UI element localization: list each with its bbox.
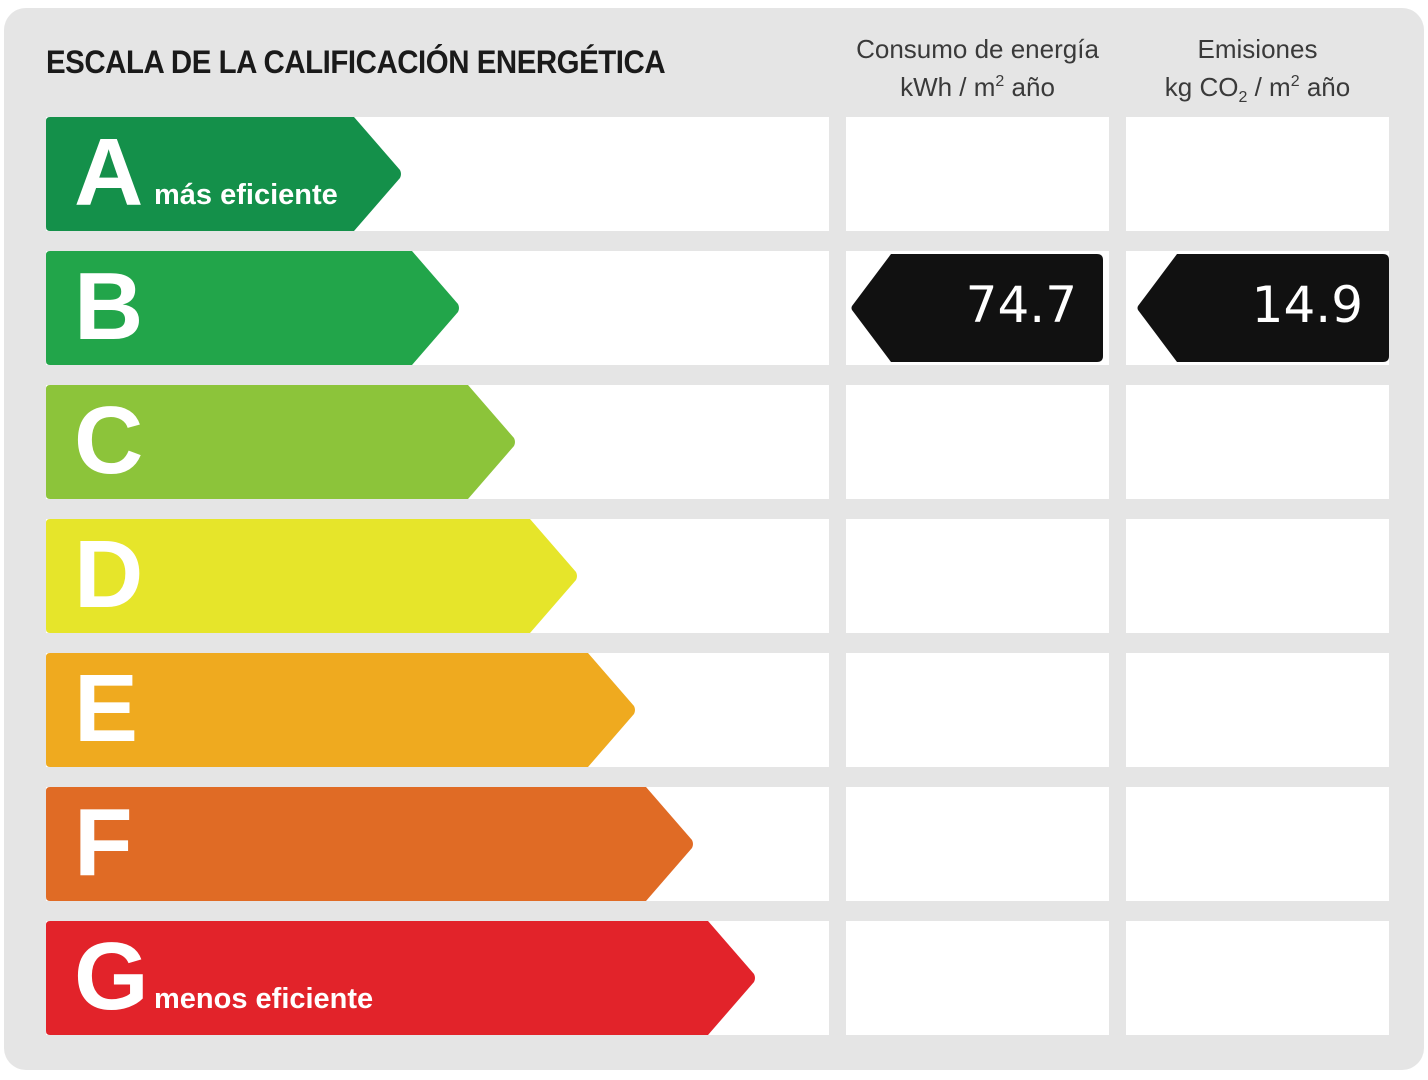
emissions-cell-c (1126, 385, 1389, 499)
energy-column-title: Consumo de energía (856, 34, 1099, 64)
rating-letter: C (74, 387, 144, 494)
rating-sublabel: más eficiente (154, 179, 338, 211)
energy-cell-c (846, 385, 1109, 499)
rating-letter: E (74, 655, 139, 762)
rating-band-shape (46, 519, 577, 633)
marker-arrow-shape (851, 254, 1103, 362)
marker-arrow-shape (1137, 254, 1389, 362)
rating-value: 14.9 (1251, 276, 1363, 334)
emissions-cell-g (1126, 921, 1389, 1035)
rating-band-d: D (46, 519, 578, 633)
rating-sublabel: menos eficiente (154, 983, 374, 1015)
rating-band-shape (46, 385, 515, 499)
rating-value: 74.7 (965, 276, 1077, 334)
rating-band-c: C (46, 385, 516, 499)
rating-band-b: B (46, 251, 460, 365)
emissions-column-unit: kg CO2 / m2 año (1164, 72, 1351, 106)
rating-band-e: E (46, 653, 636, 767)
emissions-cell-d (1126, 519, 1389, 633)
rating-letter: B (74, 253, 144, 360)
rating-band-shape (46, 653, 635, 767)
rating-letter: G (74, 923, 149, 1030)
rating-band-shape (46, 251, 459, 365)
emissions-value-marker: 14.9 (1137, 254, 1389, 362)
emissions-cell-f (1126, 787, 1389, 901)
emissions-column-header: Emisiones kg CO2 / m2 año (1126, 30, 1389, 106)
energy-column-unit: kWh / m2 año (900, 72, 1055, 102)
rating-band-shape (46, 117, 401, 231)
energy-cell-g (846, 921, 1109, 1035)
rating-letter: A (74, 119, 144, 226)
rating-band-shape (46, 921, 755, 1035)
emissions-column-title: Emisiones (1197, 34, 1318, 64)
emissions-cell-a (1126, 117, 1389, 231)
energy-cell-f (846, 787, 1109, 901)
rating-band-f: F (46, 787, 694, 901)
rating-letter: F (74, 789, 133, 896)
energy-cell-d (846, 519, 1109, 633)
rating-letter: D (74, 521, 144, 628)
energy-value-marker: 74.7 (851, 254, 1103, 362)
energy-cell-e (846, 653, 1109, 767)
emissions-cell-e (1126, 653, 1389, 767)
page-title: ESCALA DE LA CALIFICACIÓN ENERGÉTICA (46, 44, 666, 80)
rating-band-shape (46, 787, 693, 901)
energy-cell-a (846, 117, 1109, 231)
energy-column-header: Consumo de energía kWh / m2 año (846, 30, 1109, 106)
